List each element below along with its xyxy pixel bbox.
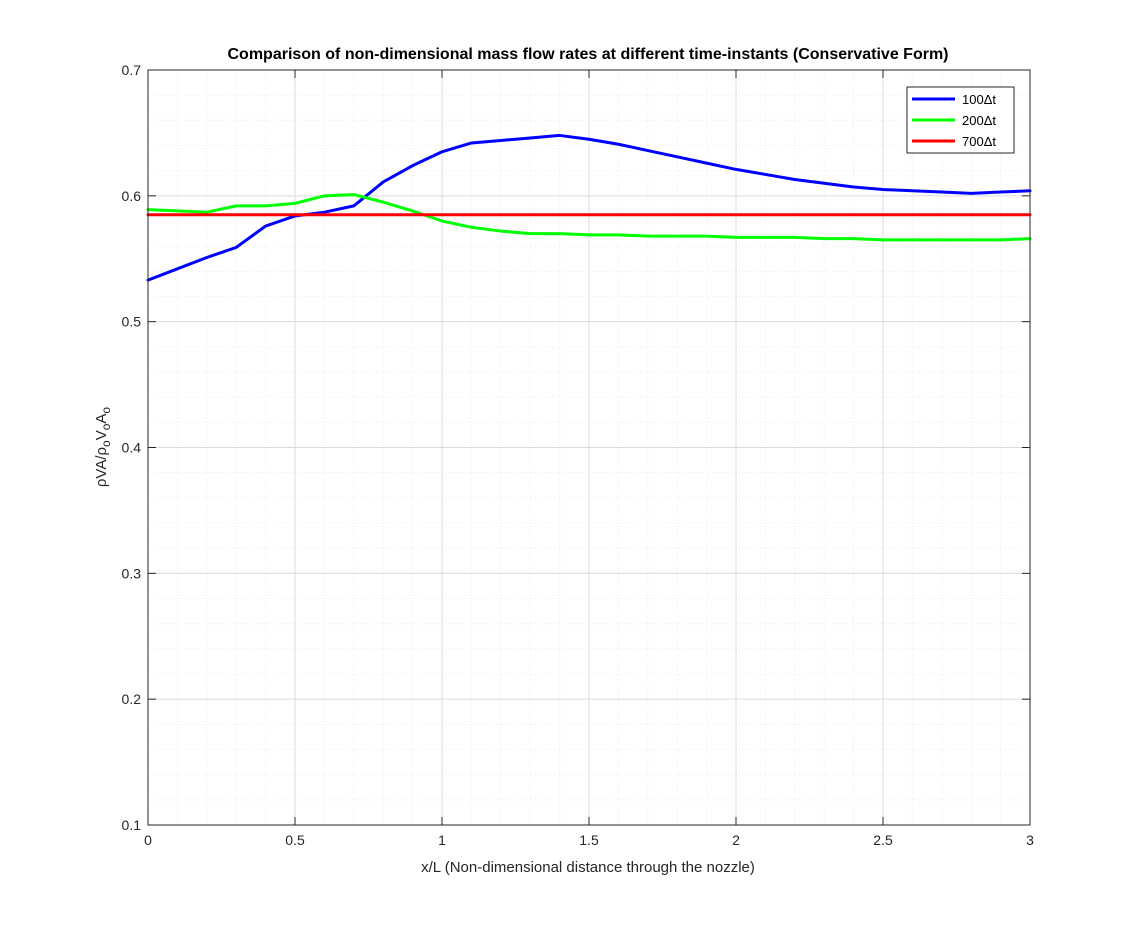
tick-marks — [147, 69, 1031, 826]
legend: 100Δt 200Δt 700Δt — [906, 86, 1015, 154]
x-tick-label: 0 — [144, 832, 152, 848]
y-label-subscript: o — [99, 423, 113, 430]
y-label-subscript: o — [99, 407, 113, 414]
y-tick-label: 0.4 — [122, 440, 142, 456]
y-tick-label: 0.3 — [122, 565, 142, 581]
x-tick-label: 1.5 — [579, 832, 599, 848]
y-tick-label: 0.6 — [122, 188, 142, 204]
legend-label: 100Δt — [962, 92, 996, 107]
y-label-part: ρVA/ρ — [93, 447, 110, 487]
y-tick-labels: 0.1 0.2 0.3 0.4 0.5 0.6 0.7 — [122, 62, 142, 833]
x-tick-label: 2 — [732, 832, 740, 848]
chart-title: Comparison of non-dimensional mass flow … — [227, 46, 948, 63]
x-tick-label: 1 — [438, 832, 446, 848]
series-lines — [146, 133, 1032, 282]
y-label-part: V — [93, 430, 110, 440]
x-tick-label: 0.5 — [285, 832, 305, 848]
y-tick-label: 0.7 — [122, 62, 142, 78]
y-tick-label: 0.2 — [122, 691, 142, 707]
y-label-subscript: o — [99, 440, 113, 447]
legend-label: 700Δt — [962, 134, 996, 149]
x-axis-label: x/L (Non-dimensional distance through th… — [421, 859, 755, 876]
series-line — [146, 193, 1032, 242]
x-tick-labels: 0 0.5 1 1.5 2 2.5 3 — [144, 832, 1034, 848]
x-tick-label: 3 — [1026, 832, 1034, 848]
legend-label: 200Δt — [962, 113, 996, 128]
x-tick-label: 2.5 — [873, 832, 893, 848]
y-tick-label: 0.1 — [122, 817, 142, 833]
y-axis-label: ρVA/ρoVoAo — [93, 407, 113, 488]
plot-area: 0 0.5 1 1.5 2 2.5 3 0.1 0.2 0.3 0.4 0.5 0.6 0.7 — [122, 62, 1035, 848]
legend-items: 100Δt 200Δt 700Δt — [912, 92, 996, 149]
y-tick-label: 0.5 — [122, 314, 142, 330]
y-label-part: A — [93, 414, 110, 424]
